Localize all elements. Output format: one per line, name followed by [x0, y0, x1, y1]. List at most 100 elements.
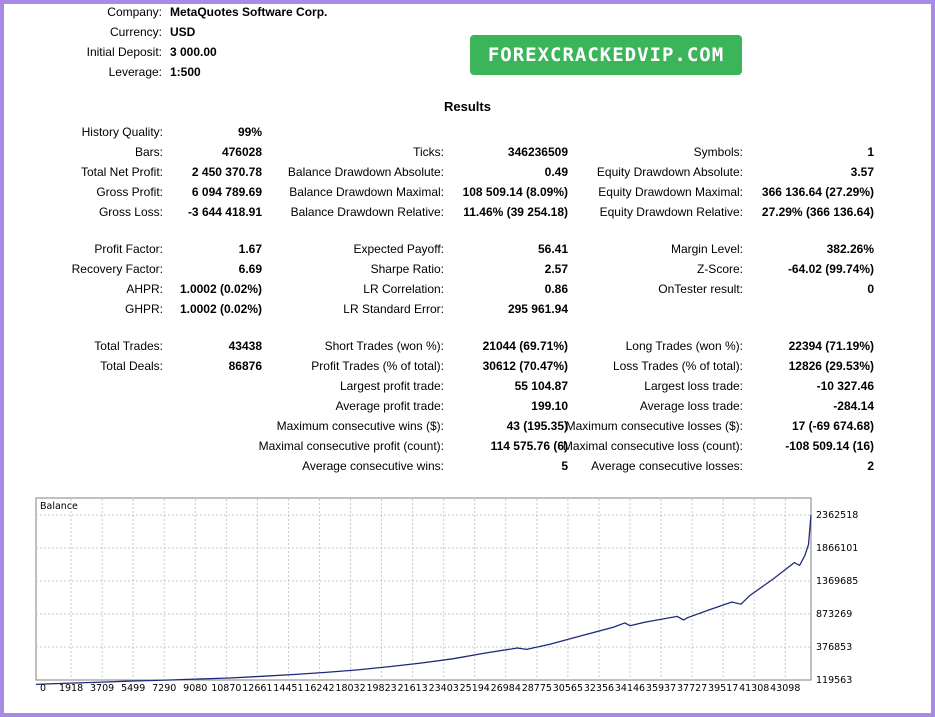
margin-level-value: 382.26%: [826, 242, 874, 256]
x-tick-label: 35937: [646, 683, 676, 694]
results-title: Results: [444, 99, 491, 114]
average-loss-trade-label: Average loss trade:: [639, 399, 743, 413]
profit-trades-label: Profit Trades (% of total):: [311, 359, 444, 373]
recovery-factor-value: 6.69: [238, 262, 262, 276]
chart-grid: [36, 499, 811, 680]
short-trades-label: Short Trades (won %):: [324, 339, 444, 353]
x-tick-label: 28775: [522, 683, 552, 694]
loss-trades-value: 12826 (29.53%): [788, 359, 874, 373]
balance-dd-relative-value: 11.46% (39 254.18): [463, 205, 568, 219]
ticks-label: Ticks:: [413, 145, 444, 159]
x-axis-ticks: 0 1918 3709 5499 7290 9080 10870 12661 14451 1624…: [40, 683, 800, 694]
x-tick-label: 32356: [584, 683, 614, 694]
lr-correlation-label: LR Correlation:: [363, 282, 444, 296]
balance-dd-absolute-value: 0.49: [544, 165, 568, 179]
maximal-consecutive-profit-label: Maximal consecutive profit (count):: [258, 439, 444, 453]
y-tick-label: 873269: [816, 609, 852, 620]
balance-dd-maximal-value: 108 509.14 (8.09%): [462, 185, 568, 199]
largest-loss-trade-label: Largest loss trade:: [644, 379, 743, 393]
z-score-label: Z-Score:: [696, 262, 743, 276]
total-trades-label: Total Trades:: [94, 339, 163, 353]
gross-loss-value: -3 644 418.91: [187, 205, 262, 219]
balance-dd-maximal-label: Balance Drawdown Maximal:: [289, 185, 444, 199]
x-tick-label: 39517: [708, 683, 738, 694]
y-tick-label: 376853: [816, 642, 852, 653]
margin-level-label: Margin Level:: [670, 242, 743, 256]
x-tick-label: 23403: [429, 683, 459, 694]
total-deals-label: Total Deals:: [100, 359, 163, 373]
average-consecutive-wins-value: 5: [561, 459, 568, 473]
z-score-value: -64.02 (99.74%): [787, 262, 874, 276]
balance-dd-relative-label: Balance Drawdown Relative:: [290, 205, 444, 219]
x-tick-label: 41308: [739, 683, 769, 694]
history-quality-value: 99%: [237, 125, 262, 139]
maximal-consecutive-profit-value: 114 575.76 (6): [490, 439, 568, 453]
equity-dd-maximal-value: 366 136.64 (27.29%): [761, 185, 874, 199]
largest-profit-trade-value: 55 104.87: [514, 379, 568, 393]
x-tick-label: 12661: [242, 683, 272, 694]
equity-dd-maximal-label: Equity Drawdown Maximal:: [598, 185, 743, 199]
ontester-result-label: OnTester result:: [658, 282, 743, 296]
x-tick-label: 19823: [366, 683, 396, 694]
currency-label: Currency:: [109, 25, 162, 39]
company-label: Company:: [107, 5, 162, 19]
chart-series: [35, 514, 812, 686]
total-net-profit-label: Total Net Profit:: [80, 165, 163, 179]
x-tick-label: 34146: [615, 683, 645, 694]
expected-payoff-value: 56.41: [537, 242, 568, 256]
x-tick-label: 0: [40, 683, 46, 694]
x-tick-label: 25194: [460, 683, 490, 694]
average-consecutive-wins-label: Average consecutive wins:: [302, 459, 444, 473]
x-tick-label: 18032: [335, 683, 365, 694]
profit-factor-label: Profit Factor:: [94, 242, 163, 256]
x-tick-label: 1918: [59, 683, 83, 694]
x-tick-label: 9080: [183, 683, 207, 694]
y-tick-label: 2362518: [816, 510, 858, 521]
average-consecutive-losses-value: 2: [867, 459, 874, 473]
x-tick-label: 7290: [152, 683, 176, 694]
y-tick-label: 119563: [816, 675, 852, 686]
profit-trades-value: 30612 (70.47%): [482, 359, 568, 373]
symbols-value: 1: [867, 145, 874, 159]
y-tick-label: 1369685: [816, 576, 858, 587]
long-trades-label: Long Trades (won %):: [625, 339, 743, 353]
average-consecutive-losses-label: Average consecutive losses:: [591, 459, 743, 473]
bars-value: 476028: [221, 145, 262, 159]
bars-label: Bars:: [134, 145, 163, 159]
ticks-value: 346236509: [507, 145, 568, 159]
x-tick-label: 26984: [491, 683, 521, 694]
x-tick-label: 43098: [770, 683, 800, 694]
profit-factor-value: 1.67: [238, 242, 262, 256]
equity-dd-relative-value: 27.29% (366 136.64): [761, 205, 874, 219]
currency-value: USD: [170, 25, 196, 39]
lr-correlation-value: 0.86: [544, 282, 568, 296]
maximal-consecutive-loss-label: Maximal consecutive loss (count):: [562, 439, 743, 453]
short-trades-value: 21044 (69.71%): [482, 339, 568, 353]
expected-payoff-label: Expected Payoff:: [353, 242, 444, 256]
symbols-label: Symbols:: [693, 145, 743, 159]
company-value: MetaQuotes Software Corp.: [170, 5, 328, 19]
largest-loss-trade-value: -10 327.46: [816, 379, 874, 393]
x-tick-label: 3709: [90, 683, 114, 694]
average-loss-trade-value: -284.14: [833, 399, 874, 413]
initial-deposit-label: Initial Deposit:: [86, 45, 162, 59]
leverage-label: Leverage:: [108, 65, 162, 79]
sharpe-ratio-label: Sharpe Ratio:: [370, 262, 444, 276]
x-tick-label: 10870: [211, 683, 241, 694]
plot-area: [35, 497, 812, 681]
max-consecutive-wins-label: Maximum consecutive wins ($):: [276, 419, 444, 433]
lr-standard-error-label: LR Standard Error:: [343, 302, 444, 316]
balance-series-line: [35, 514, 812, 686]
average-profit-trade-value: 199.10: [531, 399, 568, 413]
average-profit-trade-label: Average profit trade:: [335, 399, 444, 413]
loss-trades-label: Loss Trades (% of total):: [612, 359, 743, 373]
total-net-profit-value: 2 450 370.78: [191, 165, 262, 179]
ahpr-label: AHPR:: [126, 282, 163, 296]
balance-chart-svg: 0 1918 3709 5499 7290 9080 10870 12661 14451 1624…: [35, 497, 858, 694]
max-consecutive-losses-value: 17 (-69 674.68): [791, 419, 874, 433]
x-tick-label: 21613: [398, 683, 428, 694]
largest-profit-trade-label: Largest profit trade:: [339, 379, 444, 393]
initial-deposit-value: 3 000.00: [170, 45, 217, 59]
gross-loss-label: Gross Loss:: [98, 205, 163, 219]
long-trades-value: 22394 (71.19%): [788, 339, 874, 353]
